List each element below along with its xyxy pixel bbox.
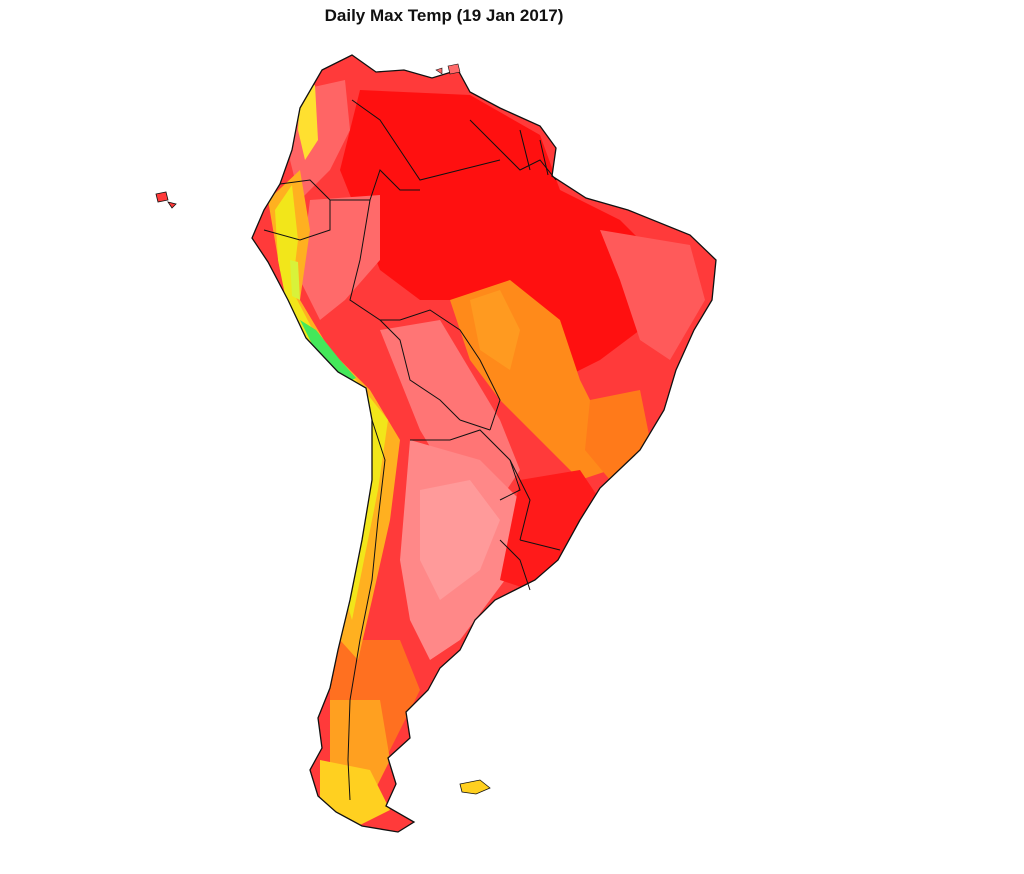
map-title: Daily Max Temp (19 Jan 2017) (324, 6, 564, 25)
falkland-islands (459, 779, 491, 795)
country-boundaries (251, 54, 717, 833)
caribbean-islands (435, 63, 461, 75)
galapagos-islands (155, 191, 177, 209)
